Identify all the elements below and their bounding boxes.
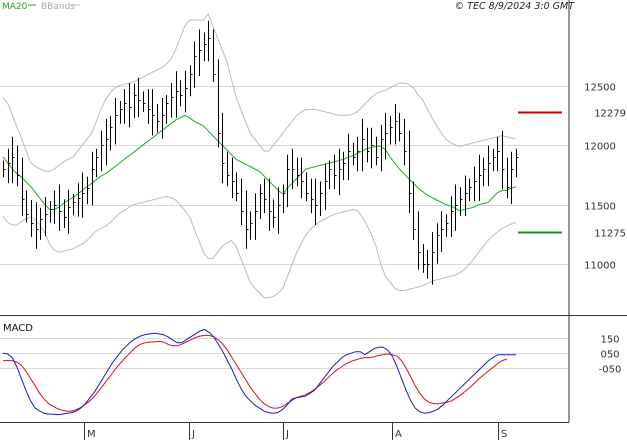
month-tick-label: S — [501, 429, 507, 440]
ma20-series-line — [2, 114, 517, 212]
resistance-level-label: 12279 — [594, 109, 626, 120]
bband-upper-line — [2, 13, 517, 172]
price-levels: 12279 11275 — [518, 109, 626, 240]
month-tick-label: J — [191, 429, 195, 440]
price-axis: 11000 11500 12000 12500 — [584, 83, 616, 272]
macd-tick-label: -050 — [599, 365, 622, 376]
macd-tick-label: 050 — [600, 350, 619, 361]
bbands-legend-label: BBands — [41, 2, 75, 12]
macd-lines — [2, 328, 516, 416]
bband-lower-line — [2, 195, 517, 299]
price-bars — [3, 20, 519, 285]
price-grid — [0, 86, 569, 265]
macd-tick-label: 150 — [600, 335, 619, 346]
price-tick-label: 12000 — [584, 142, 616, 153]
price-tick-label: 11000 — [584, 261, 616, 272]
bollinger-bands — [2, 13, 517, 299]
price-tick-label: 11500 — [584, 202, 616, 213]
ma20-legend-label: MA20 — [2, 2, 28, 12]
macd-axis: 150 050 -050 — [599, 335, 622, 376]
month-tick-label: M — [87, 429, 96, 440]
ma20-line — [2, 114, 517, 212]
month-tick-label: A — [395, 429, 402, 440]
macd-grid — [0, 338, 569, 369]
support-level-label: 11275 — [594, 229, 626, 240]
month-tick-label: J — [285, 429, 289, 440]
copyright-stamp: © TEC 8/9/2024 3:0 GMT — [455, 1, 576, 12]
macd-panel-title: MACD — [3, 323, 33, 334]
price-tick-label: 12500 — [584, 83, 616, 94]
macd-series-line — [2, 328, 516, 416]
signal-series-line — [3, 334, 507, 412]
